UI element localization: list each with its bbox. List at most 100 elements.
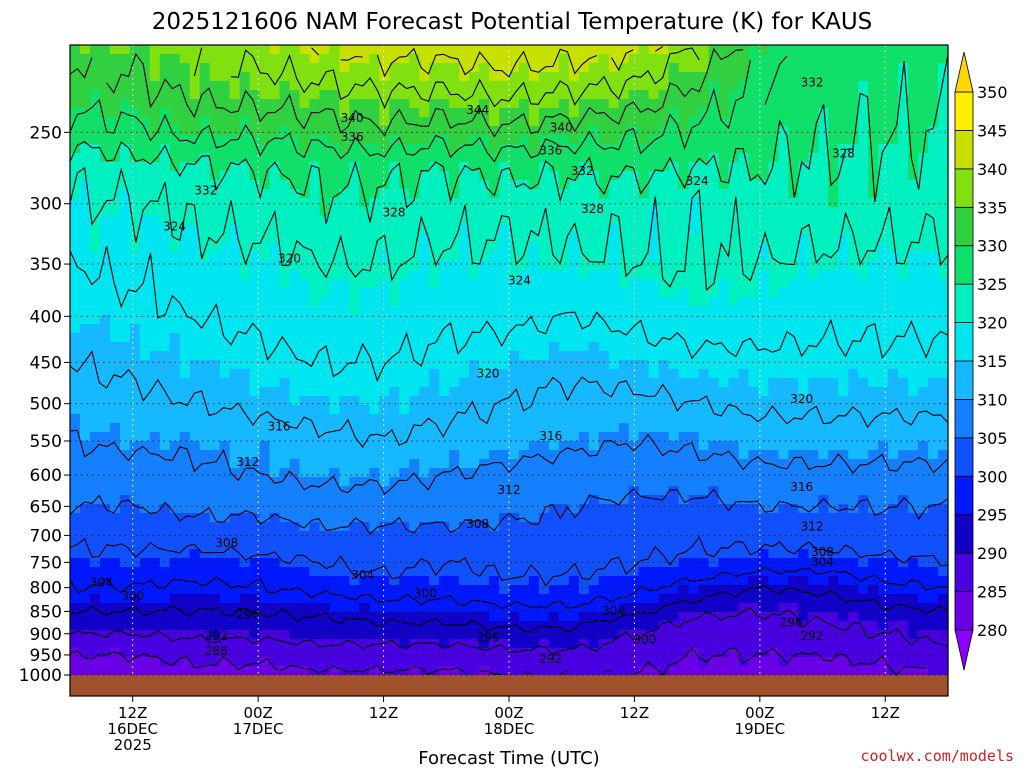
field-cell xyxy=(429,72,440,82)
field-cell xyxy=(229,207,241,217)
field-cell xyxy=(70,567,81,577)
field-cell xyxy=(129,360,141,370)
field-cell xyxy=(688,306,700,316)
field-cell xyxy=(399,594,410,604)
field-cell xyxy=(708,567,720,577)
field-cell xyxy=(648,252,660,262)
field-cell xyxy=(708,441,720,451)
field-cell xyxy=(279,108,291,118)
field-cell xyxy=(339,576,350,586)
field-cell xyxy=(658,666,670,676)
field-cell xyxy=(129,252,141,262)
field-cell xyxy=(349,657,360,667)
field-cell xyxy=(449,558,460,568)
field-cell xyxy=(668,432,680,442)
field-cell xyxy=(558,432,570,442)
field-cell xyxy=(678,81,690,91)
field-cell xyxy=(349,306,360,316)
field-cell xyxy=(728,45,740,55)
field-cell xyxy=(548,639,560,649)
field-cell xyxy=(558,567,570,577)
field-cell xyxy=(339,351,350,361)
field-cell xyxy=(738,324,750,334)
field-cell xyxy=(678,189,690,199)
field-cell xyxy=(558,531,570,541)
field-cell xyxy=(70,459,81,469)
field-cell xyxy=(329,198,340,208)
field-cell xyxy=(119,234,131,244)
field-cell xyxy=(189,117,201,127)
field-cell xyxy=(89,657,101,667)
field-cell xyxy=(718,648,730,658)
field-cell xyxy=(439,396,450,406)
field-cell xyxy=(379,522,390,532)
field-cell xyxy=(509,162,520,172)
field-cell xyxy=(299,198,311,208)
field-cell xyxy=(748,81,760,91)
field-cell xyxy=(179,414,191,424)
field-cell xyxy=(708,360,720,370)
field-cell xyxy=(688,153,700,163)
field-cell xyxy=(768,666,779,676)
field-cell xyxy=(449,477,460,487)
field-cell xyxy=(768,513,779,523)
field-cell xyxy=(439,81,450,91)
field-cell xyxy=(359,531,370,541)
field-cell xyxy=(588,270,600,280)
field-cell xyxy=(449,522,460,532)
field-cell xyxy=(638,90,650,100)
field-cell xyxy=(99,171,111,181)
field-cell xyxy=(309,558,321,568)
field-cell xyxy=(319,378,331,388)
field-cell xyxy=(469,261,480,271)
field-cell xyxy=(239,621,251,631)
field-cell xyxy=(698,351,710,361)
field-cell xyxy=(469,522,480,532)
field-cell xyxy=(229,450,241,460)
field-cell xyxy=(139,423,151,433)
field-cell xyxy=(509,81,520,91)
field-cell xyxy=(319,657,331,667)
field-cell xyxy=(299,504,311,514)
field-cell xyxy=(319,576,331,586)
field-cell xyxy=(469,216,480,226)
field-cell xyxy=(489,378,500,388)
field-cell xyxy=(748,585,760,595)
field-cell xyxy=(219,153,231,163)
field-cell xyxy=(339,513,350,523)
field-cell xyxy=(509,117,520,127)
field-cell xyxy=(199,630,211,640)
field-cell xyxy=(129,333,141,343)
field-cell xyxy=(469,153,480,163)
field-cell xyxy=(698,405,710,415)
field-cell xyxy=(708,423,720,433)
field-cell xyxy=(598,333,610,343)
field-cell xyxy=(648,396,660,406)
field-cell xyxy=(618,234,630,244)
field-cell xyxy=(289,63,301,73)
field-cell xyxy=(479,450,490,460)
field-cell xyxy=(469,126,480,136)
field-cell xyxy=(239,90,251,100)
field-cell xyxy=(718,486,730,496)
field-cell xyxy=(528,288,540,298)
field-cell xyxy=(718,450,730,460)
field-cell xyxy=(509,396,520,406)
field-cell xyxy=(618,45,630,55)
field-cell xyxy=(369,252,380,262)
field-cell xyxy=(159,315,171,325)
field-cell xyxy=(638,387,650,397)
field-cell xyxy=(319,369,331,379)
field-cell xyxy=(159,171,171,181)
field-cell xyxy=(179,315,191,325)
field-cell xyxy=(698,189,710,199)
field-cell xyxy=(588,468,600,478)
field-cell xyxy=(608,45,620,55)
field-cell xyxy=(509,432,520,442)
field-cell xyxy=(618,540,630,550)
field-cell xyxy=(339,243,350,253)
field-cell xyxy=(658,495,670,505)
field-cell xyxy=(219,459,231,469)
field-cell xyxy=(528,72,540,82)
field-cell xyxy=(249,504,261,514)
